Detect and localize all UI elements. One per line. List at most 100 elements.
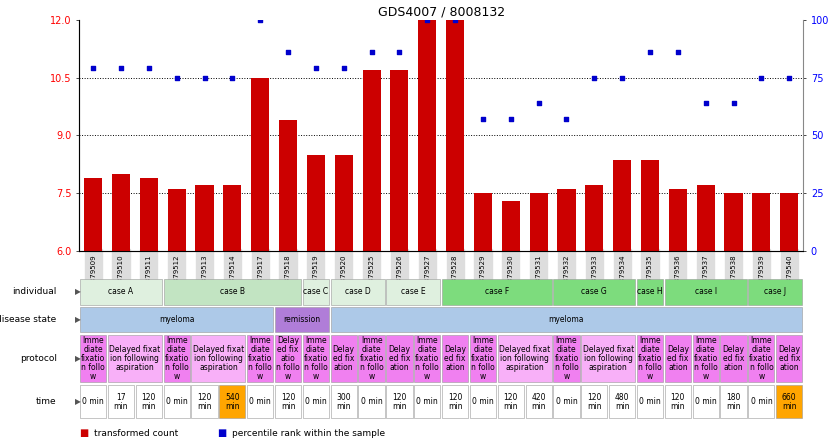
FancyBboxPatch shape	[748, 335, 775, 382]
Point	[532, 99, 545, 107]
Text: 120
min: 120 min	[448, 393, 462, 411]
Text: ▶: ▶	[75, 287, 81, 297]
FancyBboxPatch shape	[498, 335, 552, 382]
Point	[476, 116, 490, 123]
Text: 660
min: 660 min	[782, 393, 796, 411]
FancyBboxPatch shape	[470, 335, 496, 382]
Text: case C: case C	[304, 287, 329, 297]
Bar	[557, 189, 575, 251]
FancyBboxPatch shape	[748, 385, 775, 418]
Bar	[112, 174, 130, 251]
FancyBboxPatch shape	[554, 385, 580, 418]
Point	[393, 49, 406, 56]
Text: 300
min: 300 min	[336, 393, 351, 411]
Text: time: time	[36, 397, 57, 406]
FancyBboxPatch shape	[721, 335, 746, 382]
Text: case A: case A	[108, 287, 133, 297]
Text: 120
min: 120 min	[587, 393, 601, 411]
Bar	[363, 70, 380, 251]
Text: Imme
diate
fixatio
n follo
w: Imme diate fixatio n follo w	[638, 336, 662, 381]
Text: 0 min: 0 min	[472, 397, 494, 406]
Point	[560, 116, 573, 123]
FancyBboxPatch shape	[303, 385, 329, 418]
FancyBboxPatch shape	[80, 385, 106, 418]
Text: Imme
diate
fixatio
n follo
w: Imme diate fixatio n follo w	[81, 336, 105, 381]
Text: Imme
diate
fixatio
n follo
w: Imme diate fixatio n follo w	[248, 336, 273, 381]
FancyBboxPatch shape	[330, 307, 802, 332]
FancyBboxPatch shape	[80, 279, 162, 305]
Text: Delay
ed fix
ation: Delay ed fix ation	[389, 345, 410, 372]
Text: myeloma: myeloma	[159, 315, 194, 324]
Text: 120
min: 120 min	[142, 393, 156, 411]
Bar	[224, 186, 241, 251]
Point	[699, 99, 712, 107]
Bar	[696, 186, 715, 251]
Point	[142, 65, 155, 72]
Point	[755, 74, 768, 81]
FancyBboxPatch shape	[692, 385, 719, 418]
Text: 120
min: 120 min	[392, 393, 407, 411]
FancyBboxPatch shape	[275, 385, 301, 418]
FancyBboxPatch shape	[330, 279, 384, 305]
FancyBboxPatch shape	[665, 279, 746, 305]
Text: 0 min: 0 min	[639, 397, 661, 406]
FancyBboxPatch shape	[330, 335, 357, 382]
Text: ▶: ▶	[75, 397, 81, 406]
Bar	[502, 201, 520, 251]
FancyBboxPatch shape	[776, 385, 802, 418]
Point	[87, 65, 100, 72]
Text: Delay
ed fix
ation: Delay ed fix ation	[333, 345, 354, 372]
Text: case J: case J	[764, 287, 786, 297]
Point	[281, 49, 294, 56]
FancyBboxPatch shape	[581, 385, 607, 418]
FancyBboxPatch shape	[442, 385, 468, 418]
FancyBboxPatch shape	[108, 335, 162, 382]
Bar	[446, 20, 465, 251]
Text: Delay
ed fix
ation: Delay ed fix ation	[778, 345, 800, 372]
FancyBboxPatch shape	[108, 385, 134, 418]
Text: Delayed fixat
ion following
aspiration: Delayed fixat ion following aspiration	[499, 345, 550, 372]
Point	[588, 74, 601, 81]
Title: GDS4007 / 8008132: GDS4007 / 8008132	[378, 6, 505, 19]
Text: 120
min: 120 min	[198, 393, 212, 411]
Bar	[307, 155, 325, 251]
FancyBboxPatch shape	[442, 335, 468, 382]
Text: 0 min: 0 min	[416, 397, 438, 406]
Text: 0 min: 0 min	[555, 397, 577, 406]
Text: myeloma: myeloma	[549, 315, 585, 324]
Text: percentile rank within the sample: percentile rank within the sample	[232, 428, 385, 437]
Text: Delay
ed fix
ation: Delay ed fix ation	[667, 345, 689, 372]
Text: ▶: ▶	[75, 354, 81, 363]
Bar	[641, 160, 659, 251]
FancyBboxPatch shape	[414, 335, 440, 382]
Text: 0 min: 0 min	[751, 397, 772, 406]
Text: case G: case G	[581, 287, 607, 297]
FancyBboxPatch shape	[163, 279, 301, 305]
FancyBboxPatch shape	[359, 385, 384, 418]
Point	[615, 74, 629, 81]
Text: case B: case B	[220, 287, 245, 297]
Text: Imme
diate
fixatio
n follo
w: Imme diate fixatio n follo w	[164, 336, 188, 381]
Text: 120
min: 120 min	[281, 393, 295, 411]
Text: 540
min: 540 min	[225, 393, 239, 411]
Text: 0 min: 0 min	[166, 397, 188, 406]
Text: remission: remission	[284, 315, 320, 324]
Text: 0 min: 0 min	[360, 397, 383, 406]
Point	[420, 16, 434, 24]
FancyBboxPatch shape	[247, 335, 274, 382]
FancyBboxPatch shape	[637, 279, 663, 305]
FancyBboxPatch shape	[192, 335, 245, 382]
Bar	[530, 193, 548, 251]
Text: 0 min: 0 min	[249, 397, 271, 406]
Text: ■: ■	[217, 428, 226, 438]
Text: individual: individual	[13, 287, 57, 297]
Text: case E: case E	[401, 287, 425, 297]
FancyBboxPatch shape	[247, 385, 274, 418]
FancyBboxPatch shape	[303, 335, 329, 382]
Bar	[669, 189, 687, 251]
Bar	[780, 193, 798, 251]
FancyBboxPatch shape	[442, 279, 552, 305]
FancyBboxPatch shape	[163, 335, 190, 382]
Text: Delay
ed fix
ation: Delay ed fix ation	[445, 345, 466, 372]
Text: disease state: disease state	[0, 315, 57, 324]
